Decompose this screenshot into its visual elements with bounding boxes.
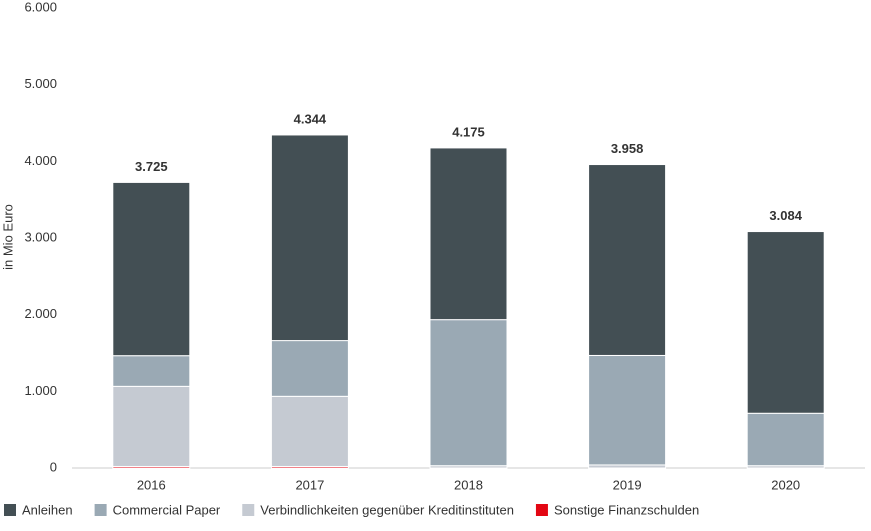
legend-swatch xyxy=(535,504,548,516)
bar-segment xyxy=(270,340,349,397)
x-tick-label: 2019 xyxy=(613,477,642,492)
legend-swatch xyxy=(4,504,16,516)
bar-segment xyxy=(112,355,191,387)
y-tick-label: 6.000 xyxy=(24,0,57,14)
legend-label: Verbindlichkeiten gegenüber Kreditinstit… xyxy=(260,502,514,517)
legend-swatch xyxy=(242,504,255,516)
x-tick-label: 2020 xyxy=(771,477,800,492)
legend-label: Sonstige Finanzschulden xyxy=(554,502,699,517)
total-label: 3.725 xyxy=(135,159,168,174)
y-tick-label: 1.000 xyxy=(24,383,57,398)
y-tick-label: 3.000 xyxy=(24,229,57,244)
bar-segment xyxy=(270,395,349,467)
legend-label: Anleihen xyxy=(22,502,73,517)
total-label: 3.958 xyxy=(611,141,644,156)
x-tick-label: 2018 xyxy=(454,477,483,492)
bar-segment xyxy=(746,231,825,414)
bar-segment xyxy=(746,412,825,467)
bar-segment xyxy=(588,164,667,356)
y-tick-label: 5.000 xyxy=(24,76,57,91)
y-axis-label: in Mio Euro xyxy=(0,204,15,270)
bar-segment xyxy=(588,354,667,466)
y-tick-label: 2.000 xyxy=(24,306,57,321)
bar-segment xyxy=(112,385,191,467)
total-label: 3.084 xyxy=(769,208,802,223)
y-tick-label: 4.000 xyxy=(24,153,57,168)
legend-label: Commercial Paper xyxy=(113,502,221,517)
bar-segment xyxy=(429,147,508,321)
legend-swatch xyxy=(94,504,107,516)
x-tick-label: 2016 xyxy=(137,477,166,492)
x-tick-label: 2017 xyxy=(295,477,324,492)
bar-segment xyxy=(112,181,191,357)
total-label: 4.344 xyxy=(294,111,327,126)
total-label: 4.175 xyxy=(452,124,485,139)
y-tick-label: 0 xyxy=(50,459,57,474)
bar-segment xyxy=(429,319,508,467)
bar-segment xyxy=(270,134,349,342)
